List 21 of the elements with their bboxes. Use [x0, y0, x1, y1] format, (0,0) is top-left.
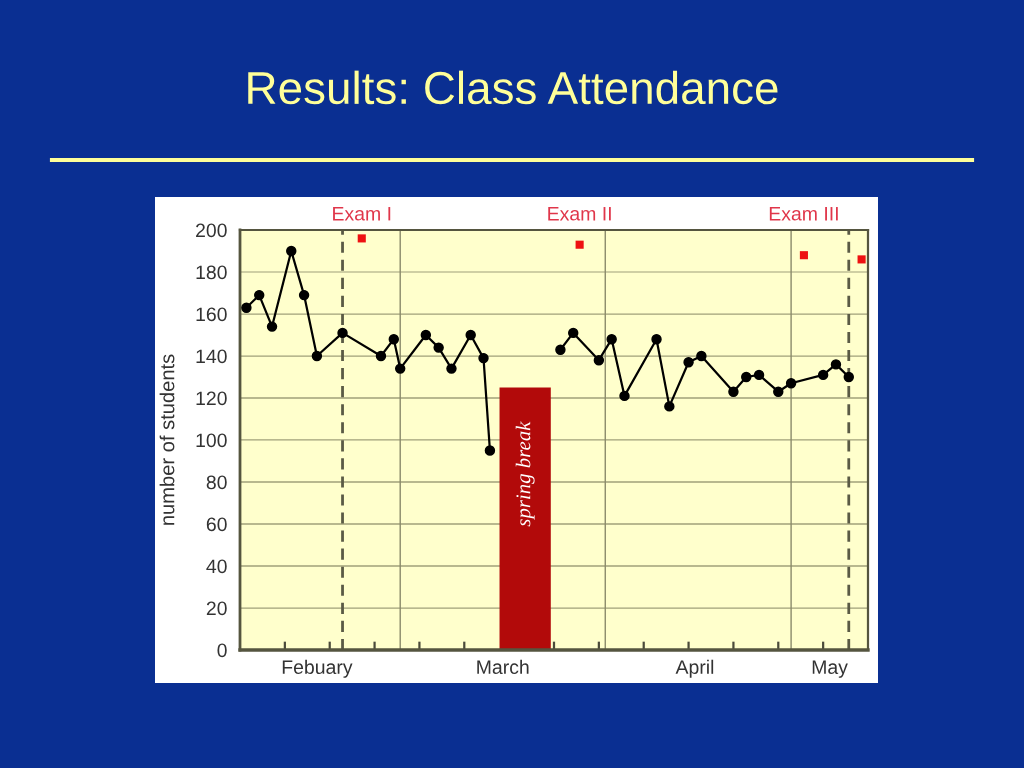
y-tick-label: 20	[206, 601, 227, 616]
text: Exam II	[548, 207, 611, 221]
x-tick-label: May	[812, 660, 848, 678]
y-tick-label: 120	[196, 391, 227, 406]
x-tick-label: March	[477, 659, 529, 674]
y-tick-label: 100	[196, 433, 227, 448]
text: Exam III	[769, 207, 838, 221]
y-tick-label: 80	[206, 475, 227, 490]
y-tick-label: 180	[196, 265, 227, 280]
y-tick-label: 200	[196, 223, 227, 238]
y-tick-label: 160	[196, 307, 227, 322]
x-tick-label: Febuary	[282, 659, 353, 678]
y-tick-label: 60	[206, 517, 227, 532]
y-axis-title: number of students	[159, 354, 175, 525]
y-tick-label: 40	[206, 559, 227, 574]
x-tick-label: April	[675, 659, 714, 678]
text: Exam I	[333, 207, 391, 221]
band-label: spring break	[515, 421, 535, 527]
chart-title: Results: Class Attendance	[248, 70, 778, 105]
y-tick-label: 140	[196, 349, 227, 364]
y-tick-label: 0	[217, 643, 227, 658]
